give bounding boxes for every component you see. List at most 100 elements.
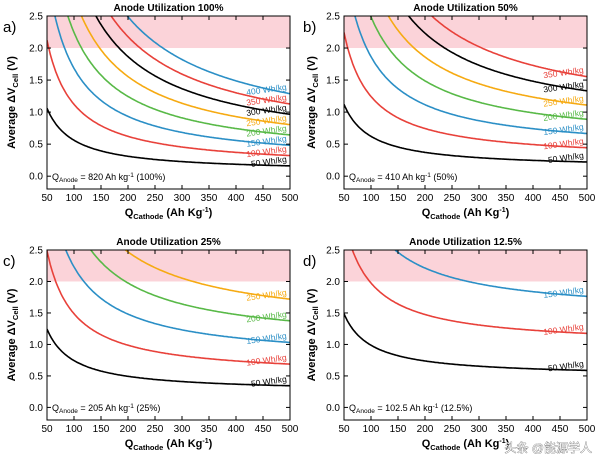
x-tick-label: 300	[174, 193, 191, 204]
anno-sup: -1	[128, 403, 134, 410]
anno-sup: -1	[425, 172, 431, 179]
x-tick-label: 50	[41, 424, 53, 435]
anno-value: = 205 Ah kg	[78, 403, 128, 413]
panel-letter: a)	[3, 19, 16, 36]
anno-q: Q	[349, 172, 356, 182]
y-axis-label-unit: (V)	[306, 56, 318, 74]
plot-frame	[46, 249, 291, 421]
y-tick-label: 0.5	[29, 140, 43, 151]
anode-capacity-annotation: QAnode = 410 Ah kg-1 (50%)	[349, 172, 457, 184]
x-tick-label: 200	[120, 424, 137, 435]
series-label: 300 Wh/kg	[543, 79, 585, 95]
x-axis-label: QCathode (Ah Kg-1)	[422, 207, 510, 221]
series-line	[67, 16, 290, 136]
y-tick-label: 1.5	[29, 308, 43, 319]
x-tick-label: 350	[201, 193, 218, 204]
series-line	[54, 16, 290, 146]
y-axis-label-sub: Cell	[11, 74, 20, 88]
series-line	[47, 107, 290, 167]
x-tick-label: 50	[338, 193, 350, 204]
x-tick-label: 500	[282, 193, 299, 204]
voltage-limit-band	[47, 250, 290, 282]
plot-frame	[343, 249, 588, 421]
x-tick-label: 300	[174, 424, 191, 435]
y-axis-label: Average ΔVCell (V)	[6, 288, 20, 381]
y-tick-label: 2.0	[326, 277, 340, 288]
x-axis-label: QCathode (Ah Kg-1)	[422, 438, 510, 452]
series-line	[95, 16, 290, 116]
y-tick-label: 2.0	[29, 277, 43, 288]
x-tick-label: 200	[417, 424, 434, 435]
anno-value: = 820 Ah kg	[78, 172, 128, 182]
series-line	[47, 250, 290, 365]
chart-title: Anode Utilization 50%	[413, 3, 518, 14]
y-tick-label: 2.5	[29, 246, 43, 257]
x-axis-label: QCathode (Ah Kg-1)	[125, 438, 213, 452]
y-tick-label: 1.0	[29, 108, 43, 119]
series-label: 250 Wh/kg	[246, 287, 288, 303]
y-tick-label: 0.0	[29, 172, 43, 183]
x-tick-label: 150	[390, 424, 407, 435]
x-axis-label-unit: (Ah Kg	[460, 438, 499, 450]
x-tick-label: 250	[444, 424, 461, 435]
x-tick-label: 250	[147, 193, 164, 204]
anno-q: Q	[52, 403, 59, 413]
chart-title: Anode Utilization 12.5%	[409, 237, 522, 248]
y-axis-label: Average ΔVCell (V)	[306, 56, 320, 149]
x-axis-label-main: Q	[422, 438, 431, 450]
series-line	[344, 103, 587, 163]
series-label: 200 Wh/kg	[543, 107, 585, 123]
voltage-limit-band	[344, 250, 587, 282]
panel-letter: c)	[3, 253, 16, 270]
series-label: 50 Wh/kg	[547, 358, 584, 373]
y-tick-label: 2.5	[326, 12, 340, 23]
anno-rest: (100%)	[134, 172, 166, 182]
anno-sub: Anode	[59, 177, 78, 184]
chart-title: Anode Utilization 25%	[116, 237, 221, 248]
x-axis-label-end: )	[209, 207, 213, 219]
anode-capacity-annotation: QAnode = 102.5 Ah kg-1 (12.5%)	[349, 403, 472, 415]
x-axis-label-unit: (Ah Kg	[163, 438, 202, 450]
y-tick-label: 0.0	[326, 172, 340, 183]
x-axis-label-sub: Cathode	[133, 443, 163, 452]
panel-letter: d)	[303, 253, 316, 270]
y-tick-label: 0.5	[29, 371, 43, 382]
y-tick-label: 0.0	[29, 403, 43, 414]
anno-rest: (12.5%)	[438, 403, 472, 413]
x-axis-label-main: Q	[125, 438, 134, 450]
y-tick-label: 2.0	[326, 44, 340, 55]
x-tick-label: 200	[417, 193, 434, 204]
series-label: 150 Wh/kg	[246, 330, 288, 346]
x-tick-label: 100	[66, 193, 83, 204]
series-line	[64, 250, 290, 344]
curve-group	[344, 250, 587, 372]
x-tick-label: 500	[282, 424, 299, 435]
x-tick-label: 400	[525, 193, 542, 204]
y-axis-label: Average ΔVCell (V)	[306, 288, 320, 381]
series-line	[387, 16, 587, 106]
series-label: 100 Wh/kg	[246, 352, 288, 368]
x-axis-label-main: Q	[125, 207, 134, 219]
series-line	[80, 16, 290, 126]
y-axis-label-unit: (V)	[6, 288, 18, 306]
y-tick-label: 1.0	[326, 340, 340, 351]
x-axis-label-sup: -1	[202, 438, 208, 445]
x-tick-label: 500	[579, 193, 596, 204]
y-axis-label-main: Average ΔV	[6, 87, 18, 149]
x-tick-label: 400	[228, 193, 245, 204]
series-label: 50 Wh/kg	[250, 374, 287, 389]
x-axis-label-sup: -1	[499, 207, 505, 214]
y-axis-label-unit: (V)	[306, 288, 318, 306]
series-label: 150 Wh/kg	[543, 284, 585, 300]
anno-sub: Anode	[356, 408, 375, 415]
x-tick-label: 150	[390, 193, 407, 204]
x-axis-label-unit: (Ah Kg	[460, 207, 499, 219]
x-tick-label: 450	[255, 193, 272, 204]
series-label: 50 Wh/kg	[250, 154, 287, 169]
anno-rest: (50%)	[431, 172, 458, 182]
x-tick-label: 300	[471, 424, 488, 435]
y-tick-label: 1.5	[326, 308, 340, 319]
